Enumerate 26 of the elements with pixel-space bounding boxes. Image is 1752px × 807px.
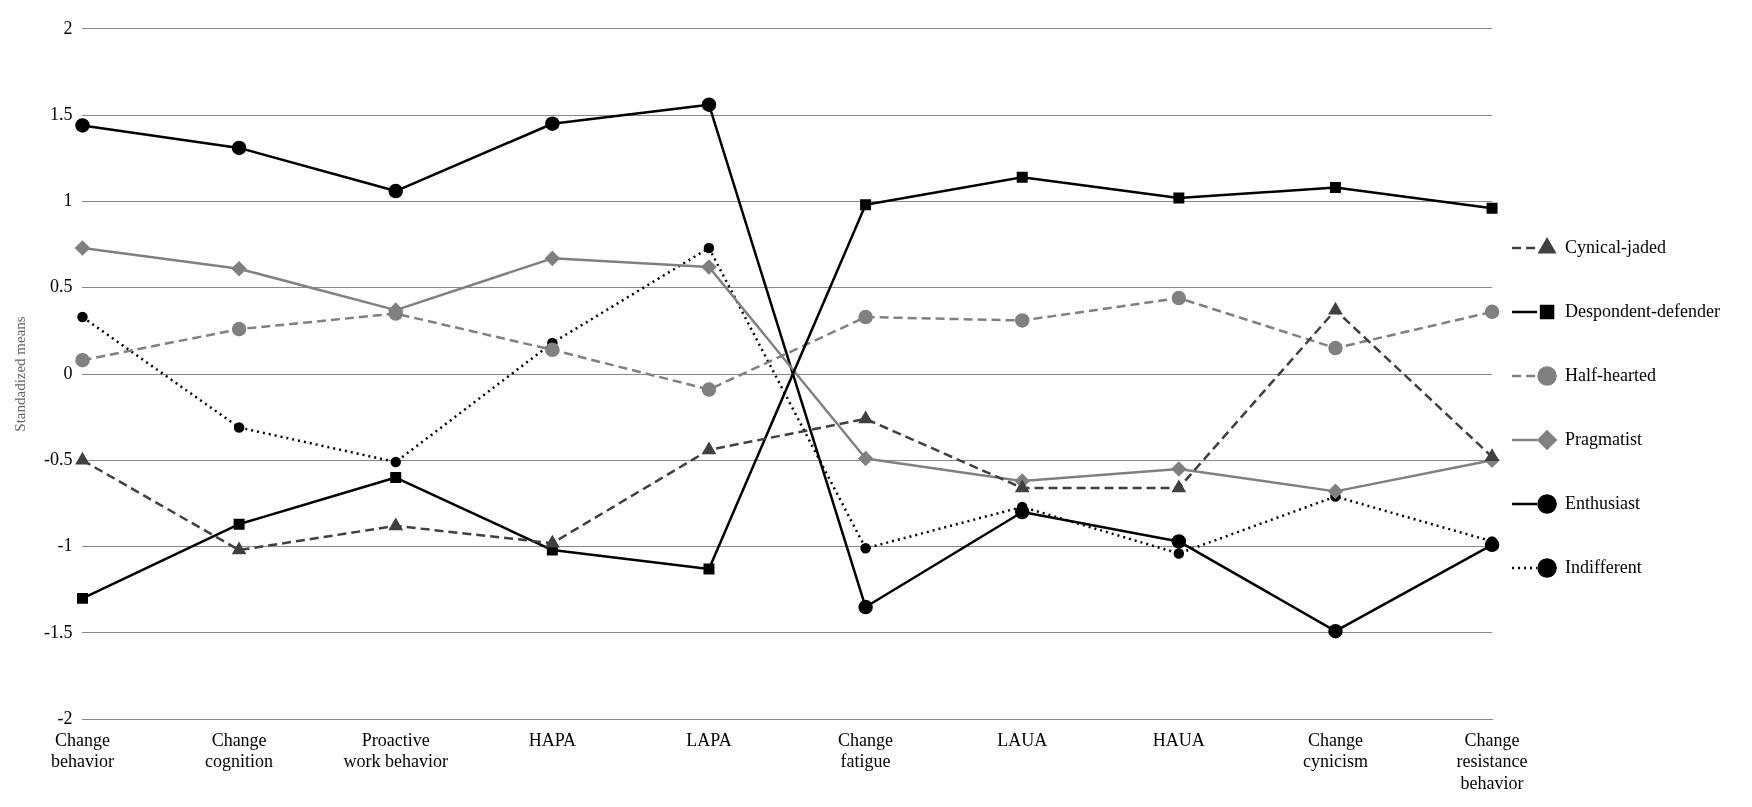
y-axis-title: Standadized means xyxy=(11,316,28,432)
x-tick-label: Change cognition xyxy=(205,729,274,772)
y-tick-label: -1 xyxy=(57,535,73,556)
x-tick-label: LAPA xyxy=(686,729,732,750)
y-tick-label: 0.5 xyxy=(49,276,73,297)
y-tick-label: -2 xyxy=(57,707,73,728)
x-tick-label: Change fatigue xyxy=(838,729,894,772)
legend-label: Despondent-defender xyxy=(1565,300,1721,321)
legend-label: Cynical-jaded xyxy=(1565,236,1667,257)
y-tick-label: -1.5 xyxy=(43,621,73,642)
legend-label: Indifferent xyxy=(1565,556,1642,577)
x-tick-label: Change behavior xyxy=(51,729,114,772)
legend-label: Half-hearted xyxy=(1565,364,1657,385)
legend-label: Pragmatist xyxy=(1565,428,1643,449)
y-tick-label: 1.5 xyxy=(49,103,73,124)
x-tick-label: Change resistance behavior xyxy=(1456,729,1528,793)
x-tick-label: HAUA xyxy=(1152,729,1205,750)
y-tick-label: 2 xyxy=(63,17,73,38)
legend-label: Enthusiast xyxy=(1565,492,1641,513)
y-tick-label: 1 xyxy=(63,190,73,211)
y-tick-label: -0.5 xyxy=(43,449,73,470)
x-tick-label: Proactive work behavior xyxy=(343,729,448,772)
x-tick-label: HAPA xyxy=(528,729,577,750)
x-tick-label: Change cynicism xyxy=(1302,729,1368,772)
y-tick-label: 0 xyxy=(63,362,73,383)
x-tick-label: LAUA xyxy=(997,729,1048,750)
